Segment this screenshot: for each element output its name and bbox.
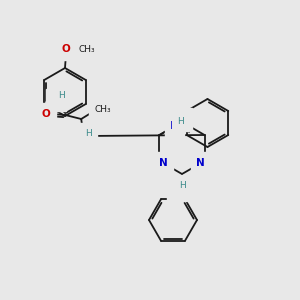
Text: N: N [172,185,182,195]
Text: H: H [58,92,64,100]
Text: N: N [196,158,205,168]
Text: CH₃: CH₃ [95,106,112,115]
Text: N: N [159,158,168,168]
Text: O: O [61,44,70,54]
Text: O: O [42,109,51,119]
Text: H: H [177,116,184,125]
Text: CH₃: CH₃ [79,44,95,53]
Text: N: N [52,95,61,105]
Text: N: N [170,121,179,131]
Text: N: N [78,133,87,143]
Text: H: H [180,181,186,190]
Text: N: N [178,114,186,124]
Text: H: H [85,128,92,137]
